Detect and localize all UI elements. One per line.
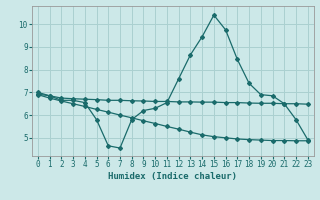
- X-axis label: Humidex (Indice chaleur): Humidex (Indice chaleur): [108, 172, 237, 181]
